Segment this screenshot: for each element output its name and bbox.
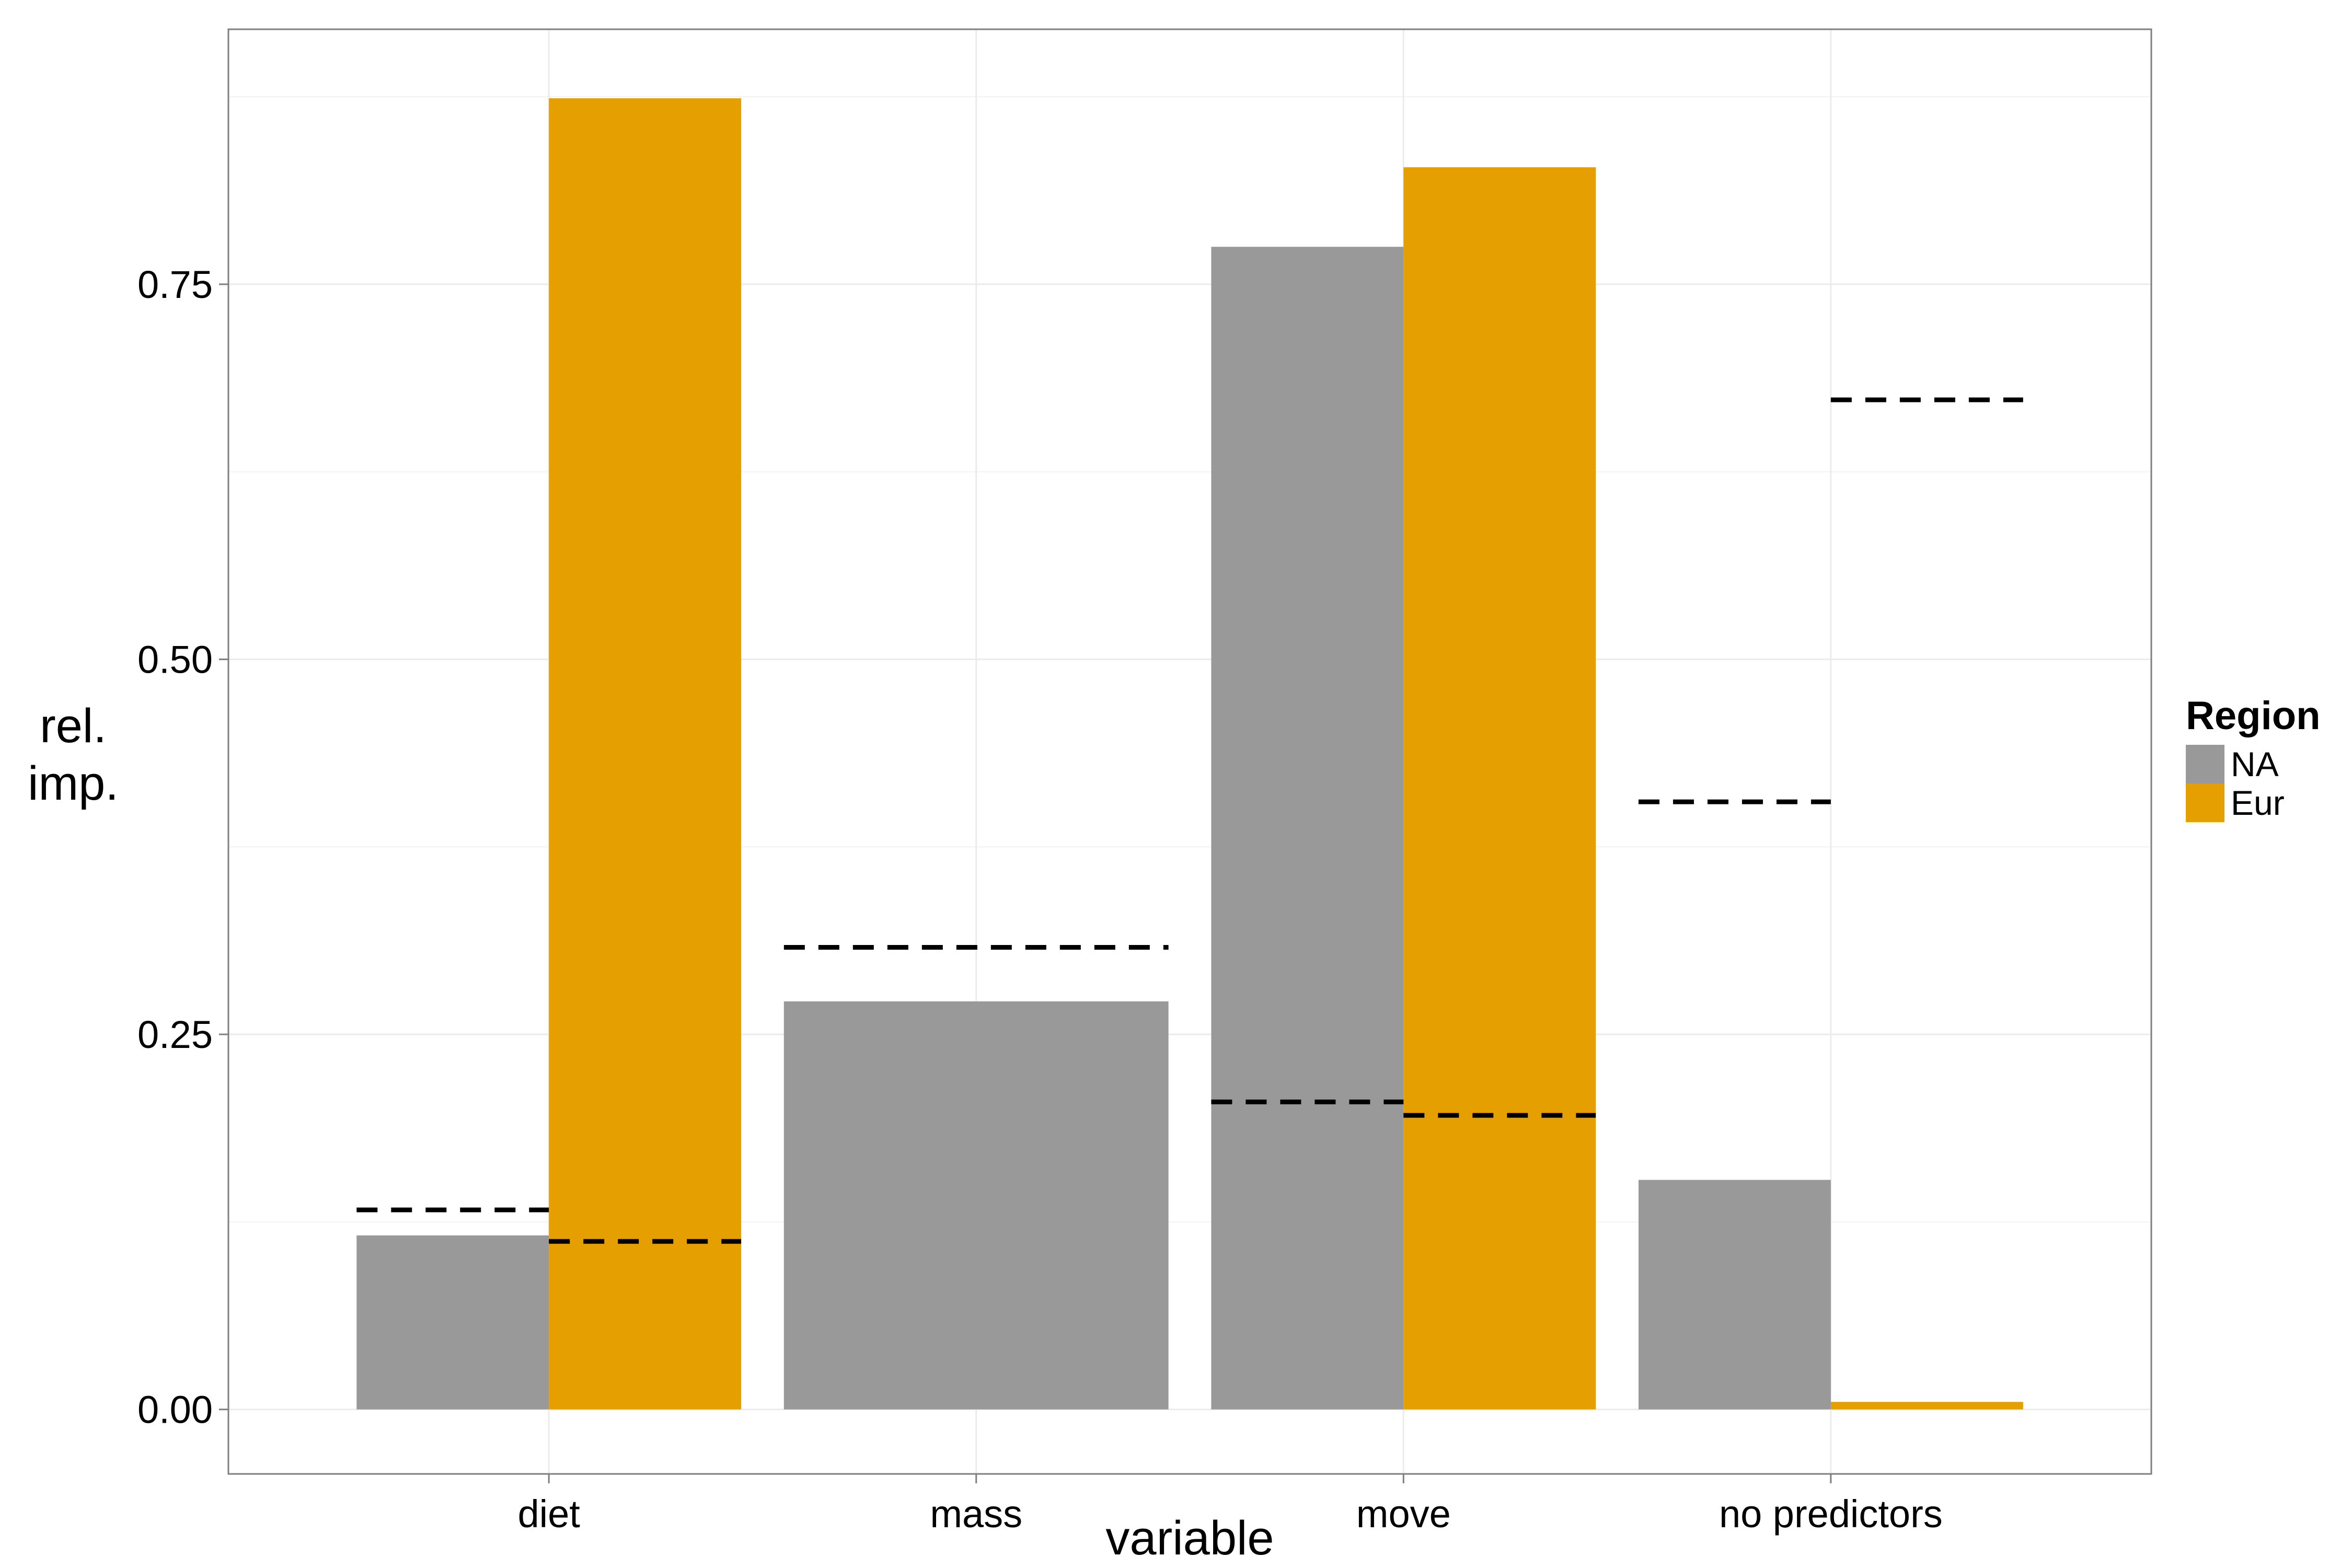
y-axis-title: rel. imp.	[28, 699, 119, 810]
bar-na-diet	[356, 1235, 549, 1410]
x-tick-label: move	[1356, 1492, 1451, 1536]
y-tick-label: 0.25	[137, 1013, 213, 1056]
x-tick-label: no predictors	[1719, 1492, 1943, 1536]
legend-label-eur: Eur	[2231, 783, 2285, 822]
bar-eur-move	[1403, 167, 1596, 1410]
legend-key-eur	[2186, 783, 2224, 822]
x-axis: diet mass move no predictors	[518, 1474, 1943, 1536]
bar-na-move	[1211, 247, 1404, 1410]
y-tick-label: 0.75	[137, 263, 213, 306]
x-tick-label: diet	[518, 1492, 581, 1536]
y-tick-label: 0.00	[137, 1388, 213, 1432]
bar-na-mass	[783, 1001, 1169, 1410]
reference-lines	[356, 397, 2023, 1244]
y-tick-label: 0.50	[137, 638, 213, 681]
x-axis-title: variable	[1105, 1512, 1274, 1565]
panel-border	[227, 28, 2152, 1475]
bars	[356, 98, 2023, 1410]
bar-eur-no-predictors	[1830, 1402, 2023, 1410]
y-axis-title-line: rel.	[40, 699, 107, 753]
legend-title: Region	[2186, 694, 2321, 738]
bar-eur-diet	[549, 98, 742, 1410]
x-tick-label: mass	[930, 1492, 1022, 1536]
bar-na-no-predictors	[1638, 1180, 1831, 1410]
y-axis-title-line: imp.	[28, 757, 119, 810]
legend-label-na: NA	[2231, 745, 2279, 783]
y-axis: 0.00 0.25 0.50 0.75	[137, 263, 228, 1432]
legend-key-na	[2186, 745, 2224, 783]
